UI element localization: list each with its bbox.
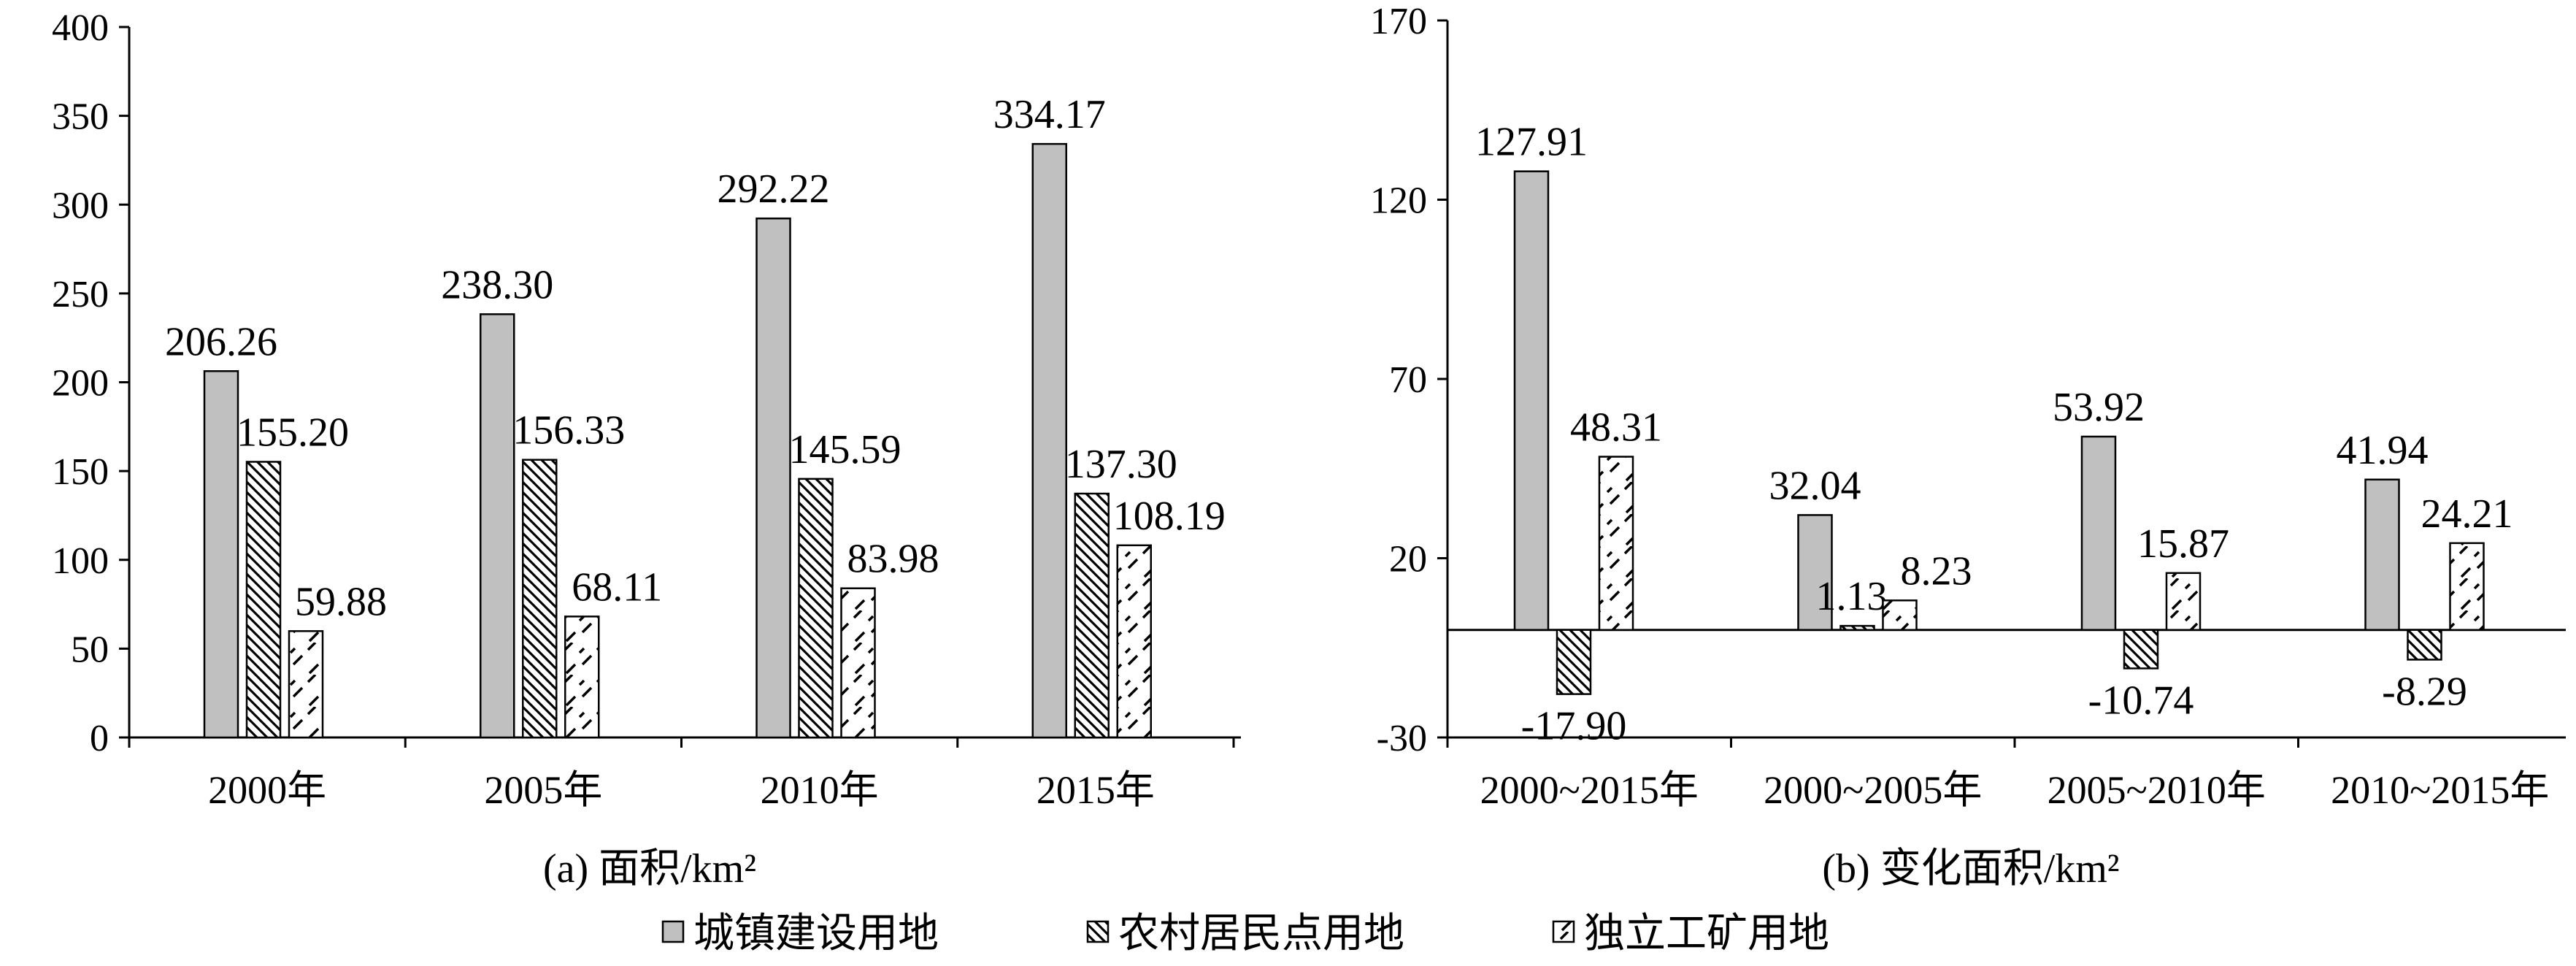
chart-b-data-label-industrial: 15.87: [2137, 521, 2229, 567]
chart-a-data-label-rural: 156.33: [512, 408, 625, 453]
chart-a-data-label-rural: 155.20: [237, 410, 349, 455]
chart-a-data-label-industrial: 68.11: [572, 564, 662, 610]
chart-b-y-tick-label: 20: [1389, 539, 1427, 580]
chart-a-data-label-industrial: 59.88: [295, 579, 387, 624]
chart-b-bar-rural: [1839, 624, 1875, 631]
chart-a-y-tick-label: 200: [52, 363, 109, 405]
chart-a-category-label: 2000年: [208, 768, 326, 812]
chart-a-y-tick-label: 250: [52, 274, 109, 315]
chart-a-bar-urban: [203, 370, 239, 739]
chart-a-bar-urban: [756, 217, 791, 739]
chart-a-bar-industrial: [288, 630, 324, 739]
chart-b: -30 20 70 120 170 2000~2015年 2000~2005年 2005~20…: [1370, 1, 2566, 812]
chart-a-y-tick-label: 150: [52, 451, 109, 493]
chart-b-bar-urban: [2364, 478, 2400, 631]
chart-a-bar-industrial: [840, 587, 876, 739]
chart-a-bar-rural: [245, 461, 282, 739]
chart-a-category-label: 2015年: [1037, 768, 1155, 812]
legend-swatch-rural: [1086, 920, 1110, 943]
chart-b-bar-industrial: [1882, 599, 1918, 631]
legend: 城镇建设用地 农村居民点用地 独立工矿用地: [661, 911, 1829, 957]
chart-b-data-label-urban: 32.04: [1769, 463, 1861, 508]
chart-b-bar-rural: [2123, 629, 2159, 670]
chart-a-y-tick-label: 0: [90, 718, 109, 759]
legend-label-rural: 农村居民点用地: [1118, 911, 1404, 957]
chart-a-data-label-rural: 137.30: [1065, 442, 1177, 487]
legend-item-industrial: 独立工矿用地: [1552, 911, 1829, 957]
chart-a-y-tick-label: 350: [52, 96, 109, 138]
legend-label-urban: 城镇建设用地: [693, 911, 939, 957]
chart-a-y-tick-label: 50: [71, 629, 109, 670]
chart-a-data-label-industrial: 108.19: [1113, 494, 1226, 539]
chart-b-data-label-rural: -8.29: [2382, 669, 2467, 714]
chart-b-data-label-urban: 127.91: [1475, 120, 1588, 165]
chart-b-category-label: 2000~2005年: [1764, 768, 1982, 812]
chart-b-bar-urban: [2080, 435, 2117, 631]
chart-b-y-tick-label: 170: [1370, 1, 1427, 42]
chart-b-data-label-rural: -17.90: [1521, 704, 1627, 749]
chart-a-bar-rural: [798, 478, 834, 739]
chart-b-y-tick-label: 120: [1370, 180, 1427, 222]
chart-b-data-label-industrial: 24.21: [2421, 491, 2513, 537]
chart-b-bar-rural: [1556, 629, 1592, 695]
legend-item-rural: 农村居民点用地: [1086, 911, 1404, 957]
chart-b-data-label-rural: 1.13: [1816, 574, 1888, 619]
chart-a-category-label: 2010年: [761, 768, 879, 812]
chart-a-bar-industrial: [564, 616, 600, 739]
chart-a-y-tick-label: 400: [52, 7, 109, 49]
legend-item-urban: 城镇建设用地: [661, 911, 939, 957]
chart-a-data-label-urban: 206.26: [165, 319, 277, 364]
chart-a-bar-urban: [1031, 142, 1067, 739]
chart-a-category-label: 2005年: [484, 768, 602, 812]
chart-b-y-tick-label: 70: [1389, 359, 1427, 401]
legend-label-industrial: 独立工矿用地: [1584, 911, 1829, 957]
chart-b-category-label: 2005~2010年: [2048, 768, 2266, 812]
chart-b-bar-industrial: [1598, 456, 1634, 631]
legend-swatch-industrial: [1552, 920, 1575, 943]
chart-a: 0 50 100 150 200 250 300 350 400 2000年 2005年 2010年 2…: [52, 7, 1241, 812]
chart-a-y-tick-label: 100: [52, 540, 109, 582]
chart-a-data-label-rural: 145.59: [789, 427, 901, 472]
chart-b-data-label-urban: 41.94: [2337, 428, 2429, 473]
chart-b-bar-industrial: [2449, 542, 2485, 631]
chart-a-y-tick-label: 300: [52, 185, 109, 226]
chart-a-data-label-urban: 292.22: [718, 166, 830, 212]
chart-b-data-label-urban: 53.92: [2053, 385, 2145, 430]
chart-b-y-tick-label: -30: [1377, 718, 1427, 759]
chart-b-data-label-industrial: 48.31: [1570, 405, 1662, 450]
chart-a-title: (a) 面积/km²: [543, 846, 756, 892]
chart-a-data-label-industrial: 83.98: [847, 537, 939, 582]
chart-a-data-label-urban: 238.30: [441, 262, 553, 307]
chart-b-bar-rural: [2407, 629, 2442, 661]
chart-b-title: (b) 变化面积/km²: [1822, 846, 2119, 892]
chart-a-bar-rural: [522, 459, 558, 739]
chart-b-category-label: 2010~2015年: [2331, 768, 2549, 812]
chart-b-data-label-rural: -10.74: [2088, 678, 2194, 723]
chart-b-bar-urban: [1797, 514, 1833, 631]
chart-a-bar-urban: [480, 313, 515, 739]
legend-swatch-urban: [661, 920, 685, 943]
chart-a-data-label-urban: 334.17: [993, 92, 1106, 137]
chart-b-bar-urban: [1513, 170, 1550, 631]
chart-a-bar-industrial: [1116, 544, 1152, 739]
chart-a-bar-rural: [1074, 492, 1110, 739]
chart-b-bar-industrial: [2165, 572, 2202, 631]
chart-b-data-label-industrial: 8.23: [1901, 548, 1972, 594]
chart-b-category-label: 2000~2015年: [1480, 768, 1699, 812]
